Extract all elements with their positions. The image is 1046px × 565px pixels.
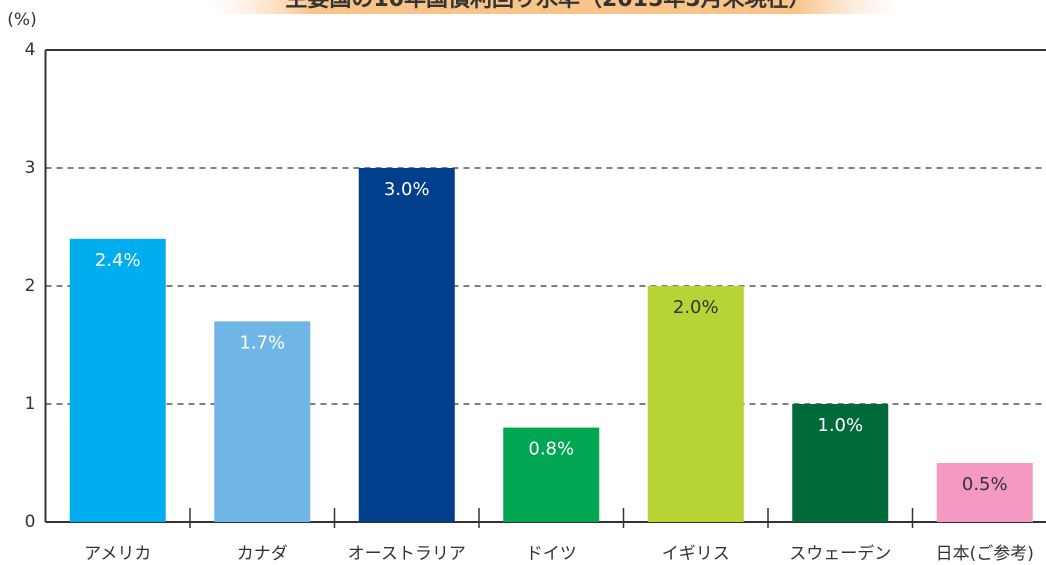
- bar: [358, 168, 455, 522]
- bar: [936, 463, 1033, 522]
- value-label: 1.0%: [817, 415, 863, 436]
- y-tick-label: 3: [25, 158, 36, 178]
- title-band: [210, 0, 900, 14]
- value-label: 0.5%: [962, 474, 1008, 495]
- bar: [647, 286, 744, 522]
- value-label: 2.0%: [673, 297, 719, 318]
- bar: [214, 321, 311, 522]
- y-tick-label: 0: [25, 512, 36, 532]
- bar: [792, 404, 889, 522]
- value-label: 0.8%: [528, 439, 574, 460]
- bar: [69, 238, 166, 523]
- x-tick-label: カナダ: [237, 544, 288, 564]
- y-axis-label: (%): [7, 10, 36, 30]
- x-tick-label: イギリス: [662, 544, 730, 564]
- bar: [503, 427, 600, 522]
- value-label: 2.4%: [95, 250, 141, 271]
- x-tick-label: スウェーデン: [789, 543, 891, 564]
- y-tick-label: 2: [25, 276, 36, 296]
- x-tick-label: 日本(ご参考): [936, 544, 1034, 564]
- y-tick-label: 4: [25, 40, 36, 60]
- x-tick-label: ドイツ: [526, 544, 577, 564]
- x-tick-label: アメリカ: [84, 544, 151, 564]
- chart-title: 主要国の10年国債利回り水準（2015年5月末現在）: [285, 0, 810, 12]
- value-label: 1.7%: [239, 332, 285, 353]
- x-tick-label: オーストラリア: [348, 544, 466, 564]
- y-tick-label: 1: [25, 394, 36, 414]
- value-label: 3.0%: [384, 179, 430, 200]
